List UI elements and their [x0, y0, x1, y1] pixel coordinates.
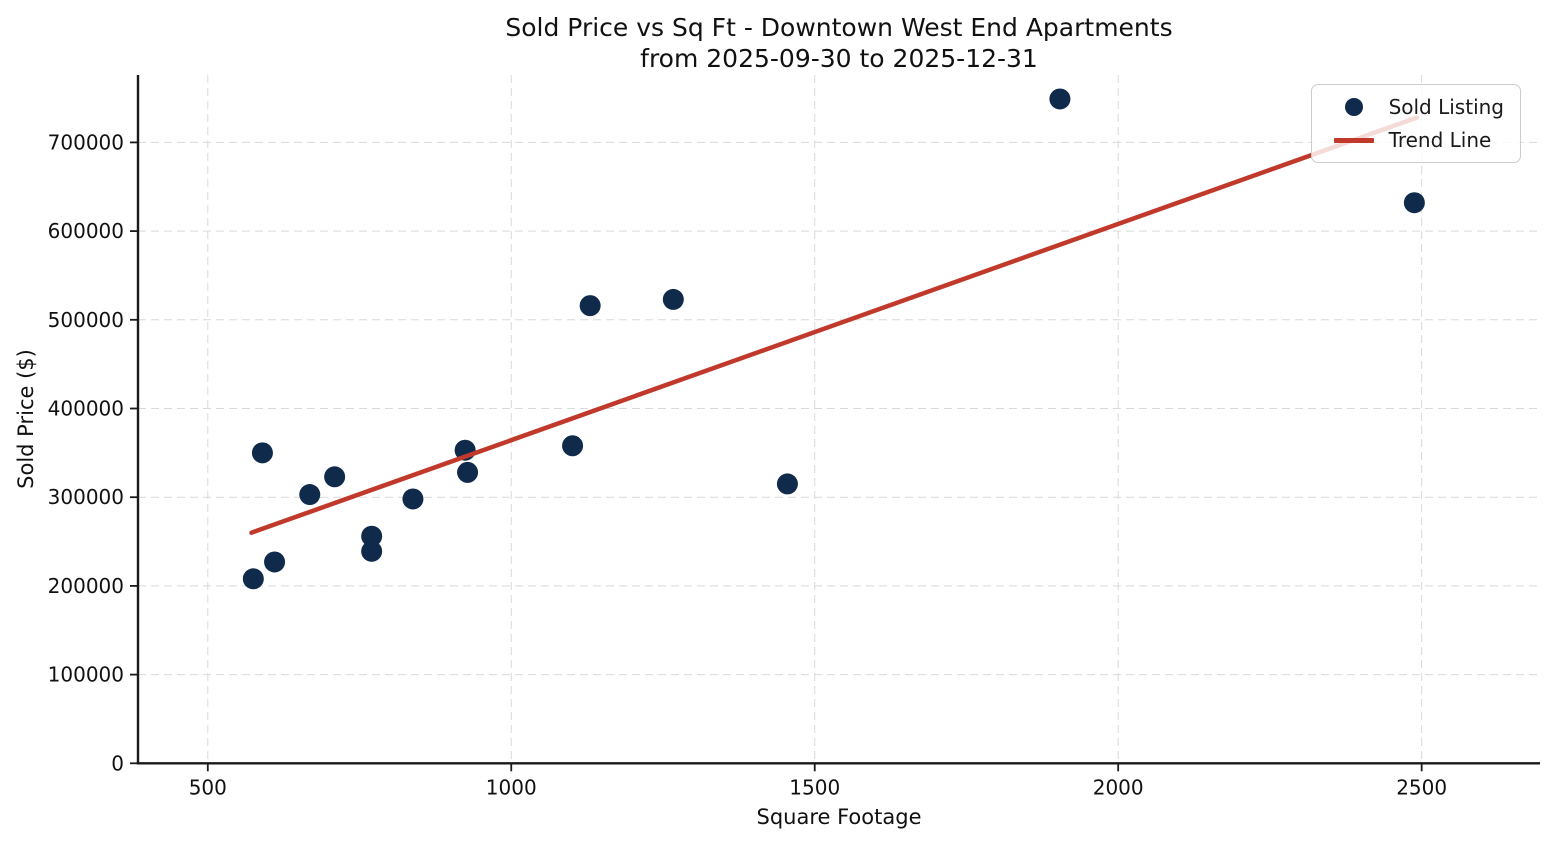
grid-layer [138, 75, 1540, 764]
sold-listing-dot-icon [1344, 98, 1363, 116]
scatter-point [776, 473, 798, 495]
scatter-point [662, 288, 684, 310]
y-tick-label: 600000 [48, 219, 124, 243]
legend-row-trend-line: Trend Line [1325, 127, 1504, 153]
y-tick-label: 100000 [48, 663, 124, 687]
scatter-point [324, 466, 346, 488]
x-tick-label: 1000 [486, 775, 537, 799]
scatter-point [1049, 88, 1071, 110]
scatter-point [361, 525, 383, 547]
chart-title-line2: from 2025-09-30 to 2025-12-31 [640, 44, 1038, 73]
scatter-point [299, 484, 321, 506]
y-tick-label: 200000 [48, 574, 124, 598]
chart-title-line1: Sold Price vs Sq Ft - Downtown West End … [505, 13, 1173, 42]
trend-line-swatch-icon [1333, 137, 1374, 143]
legend-row-sold-listing: Sold Listing [1325, 94, 1504, 120]
y-tick-label: 700000 [48, 130, 124, 154]
x-tick-label: 1500 [789, 775, 840, 799]
scatter-point [562, 435, 584, 457]
scatter-point [251, 442, 273, 464]
legend-label-sold-listing: Sold Listing [1388, 95, 1504, 119]
trend-line [249, 115, 1420, 535]
y-axis-label: Sold Price ($) [14, 349, 38, 489]
data-layer [242, 88, 1425, 590]
scatter-point [457, 461, 479, 483]
legend-marker-cell [1325, 137, 1383, 143]
scatter-point [402, 488, 424, 510]
x-tick-label: 500 [189, 775, 227, 799]
y-tick-label: 400000 [48, 397, 124, 421]
x-axis-label: Square Footage [756, 805, 922, 829]
legend: Sold Listing Trend Line [1310, 84, 1521, 163]
scatter-point [242, 568, 264, 590]
chart-title: Sold Price vs Sq Ft - Downtown West End … [138, 12, 1540, 74]
legend-label-trend-line: Trend Line [1388, 128, 1492, 152]
y-tick-label: 300000 [48, 485, 124, 509]
y-tick-label: 500000 [48, 308, 124, 332]
y-tick-label: 0 [111, 751, 124, 775]
legend-marker-cell [1325, 98, 1383, 116]
scatter-point [579, 295, 601, 317]
scatter-point [1403, 192, 1425, 214]
scatter-point [361, 540, 383, 562]
axis-layer: 500 1000 1500 2000 2500 0 100000 200000 300000 40… [48, 75, 1540, 799]
x-tick-label: 2500 [1396, 775, 1447, 799]
x-tick-label: 2000 [1093, 775, 1144, 799]
scatter-point [264, 551, 286, 573]
